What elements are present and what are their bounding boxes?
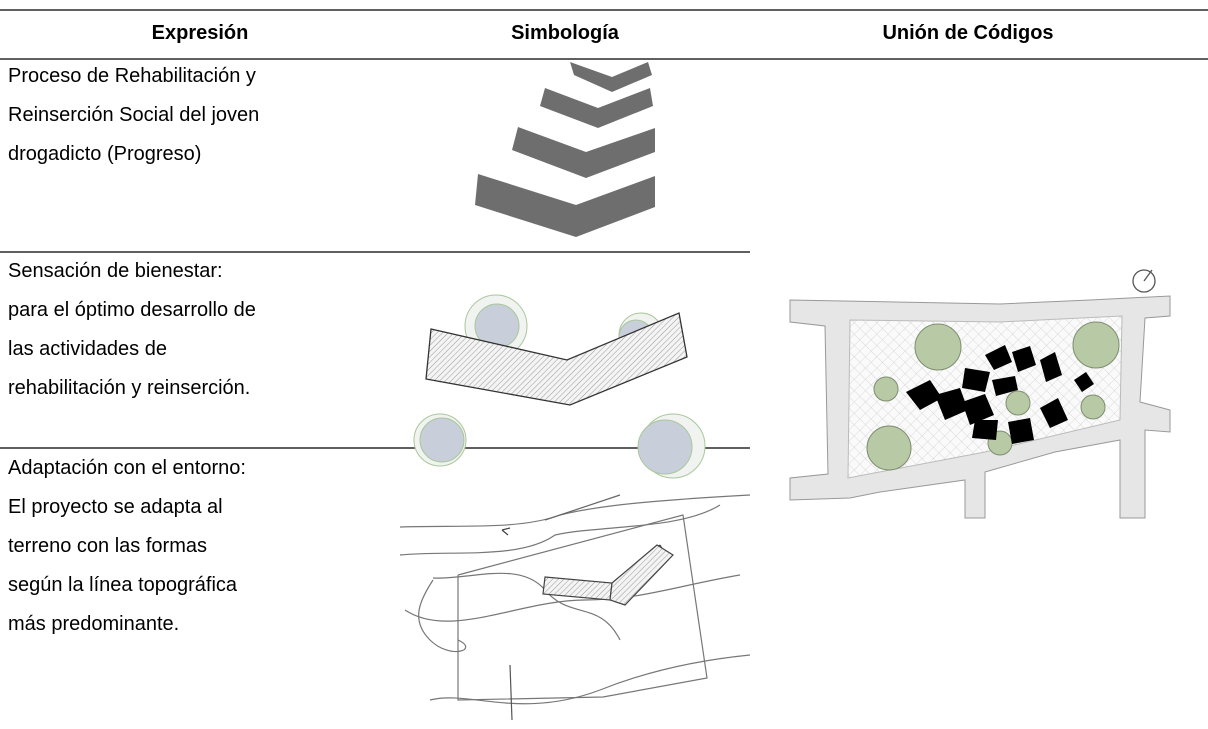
header: Simbología — [511, 22, 620, 44]
expression-line: Sensación de bienestar: — [8, 260, 223, 282]
rows: Proceso de Rehabilitación y Reinserción S… — [8, 65, 259, 635]
chevrons-symbol — [475, 62, 655, 237]
expression-line: las actividades de — [8, 338, 167, 360]
expression-line: para el óptimo desarrollo de — [8, 299, 256, 321]
expression-line: Proceso de Rehabilitación y — [8, 65, 256, 87]
topography-symbol — [399, 494, 751, 721]
expression-line: según la línea topográfica — [8, 574, 238, 596]
header: Expresión — [152, 22, 249, 44]
expression-line: drogadicto (Progreso) — [8, 143, 201, 165]
wellbeing-symbol — [413, 294, 706, 479]
expression-line: Adaptación con el entorno: — [8, 457, 246, 479]
expression-line: Reinserción Social del joven — [8, 104, 259, 126]
header: Unión de Códigos — [882, 22, 1053, 44]
expression-line: más predominante. — [8, 613, 179, 635]
site-plan — [789, 269, 1171, 519]
table-rules — [0, 9, 1208, 449]
expression-line: rehabilitación y reinserción. — [8, 377, 250, 399]
expression-line: terreno con las formas — [8, 535, 207, 557]
expression-line: El proyecto se adapta al — [8, 496, 223, 518]
